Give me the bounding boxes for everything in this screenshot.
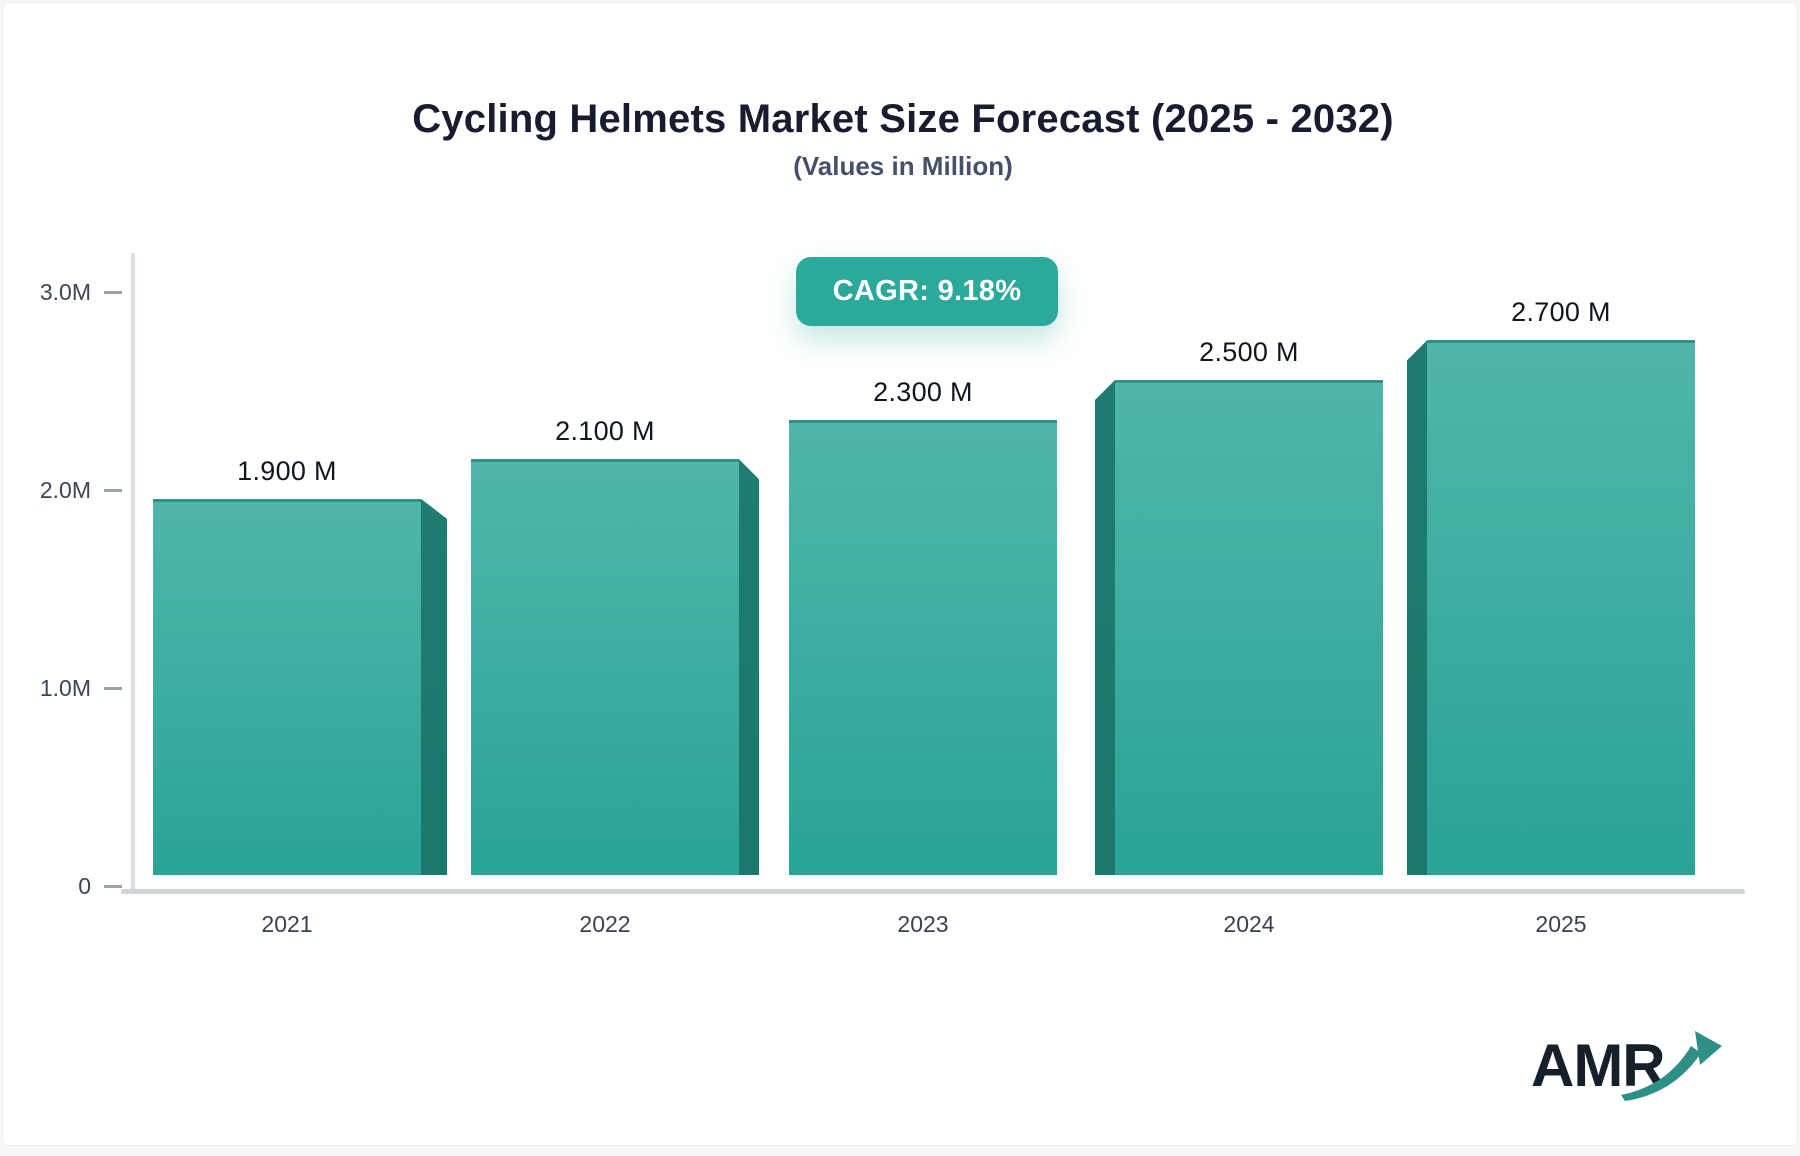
- bar-value-label: 1.900 M: [237, 455, 337, 486]
- bar-2022[interactable]: 2.100 M: [471, 416, 759, 875]
- cagr-badge-label: CAGR: 9.18%: [832, 275, 1022, 307]
- y-tick-label: 2.0M: [39, 477, 91, 503]
- bar-side-face: [1407, 340, 1427, 875]
- bar-face: [789, 419, 1057, 875]
- y-tick-label: 1.0M: [39, 675, 91, 701]
- chart-area: Cycling Helmets Market Size Forecast (20…: [3, 3, 1797, 1145]
- bar-2023[interactable]: 2.300 M: [789, 377, 1057, 875]
- bar-value-label: 2.700 M: [1511, 297, 1611, 328]
- bar-face: [1115, 380, 1383, 875]
- x-axis-line: [121, 889, 1745, 894]
- amr-logo-text: AMR: [1531, 1032, 1666, 1099]
- amr-logo: AMR: [1531, 1025, 1731, 1115]
- y-tick-mark: [104, 885, 122, 888]
- bar-face: [1427, 340, 1695, 875]
- chart-title: Cycling Helmets Market Size Forecast (20…: [412, 97, 1394, 141]
- y-axis-line: [131, 253, 135, 893]
- bar-2021[interactable]: 1.900 M: [153, 456, 447, 875]
- bar-side-face: [739, 459, 759, 875]
- y-tick-mark: [104, 687, 122, 690]
- x-label-2025: 2025: [1535, 911, 1587, 937]
- bar-face: [471, 459, 739, 875]
- bar-value-label: 2.100 M: [555, 416, 655, 447]
- bar-2024[interactable]: 2.500 M: [1095, 337, 1383, 875]
- chart-subtitle: (Values in Million): [793, 151, 1013, 181]
- y-tick-label: 0: [78, 873, 91, 899]
- x-label-2022: 2022: [579, 911, 631, 937]
- bar-value-label: 2.500 M: [1199, 337, 1299, 367]
- y-tick-label: 3.0M: [39, 279, 91, 305]
- cagr-badge: CAGR: 9.18%: [796, 257, 1058, 326]
- y-tick-mark: [104, 291, 122, 294]
- x-label-2023: 2023: [897, 911, 949, 937]
- growth-arrow-icon: [1621, 1031, 1722, 1101]
- x-label-2024: 2024: [1223, 911, 1275, 937]
- bar-side-face: [421, 498, 447, 875]
- bar-2025[interactable]: 2.700 M: [1407, 297, 1695, 875]
- bar-side-face: [1095, 380, 1115, 875]
- y-tick-mark: [104, 489, 122, 492]
- x-label-2021: 2021: [261, 911, 313, 937]
- bar-value-label: 2.300 M: [873, 376, 973, 407]
- bar-face: [153, 498, 421, 875]
